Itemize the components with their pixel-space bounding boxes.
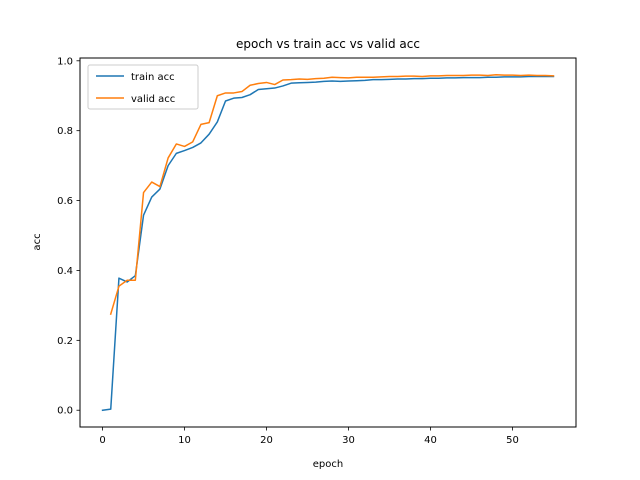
x-tick-label: 50	[506, 435, 519, 446]
x-tick-label: 30	[342, 435, 355, 446]
x-tick-label: 40	[424, 435, 437, 446]
y-tick-label: 0.2	[57, 336, 73, 347]
axes-frame	[79, 57, 577, 428]
y-tick-label: 0.4	[57, 266, 73, 277]
y-axis: 0.0 0.2 0.4 0.6 0.8 1.0	[57, 56, 80, 417]
series-line-valid-acc	[109, 74, 555, 316]
x-tick-label: 10	[178, 435, 191, 446]
x-axis: 0 10 20 30 40 50	[99, 427, 519, 446]
x-tick-label: 20	[260, 435, 273, 446]
legend: train acc valid acc	[87, 64, 199, 110]
y-axis-label: acc	[32, 233, 43, 250]
series-line-train-acc	[101, 75, 555, 412]
y-tick-label: 1.0	[57, 56, 73, 67]
y-tick-label: 0.8	[57, 126, 73, 137]
y-tick-label: 0.6	[57, 196, 73, 207]
y-tick-label: 0.0	[57, 406, 73, 417]
x-axis-label: epoch	[313, 459, 343, 470]
legend-label: train acc	[131, 72, 175, 83]
chart-title: epoch vs train acc vs valid acc	[236, 37, 420, 51]
legend-label: valid acc	[131, 94, 175, 105]
plot-area	[101, 74, 555, 412]
x-tick-label: 0	[99, 435, 105, 446]
